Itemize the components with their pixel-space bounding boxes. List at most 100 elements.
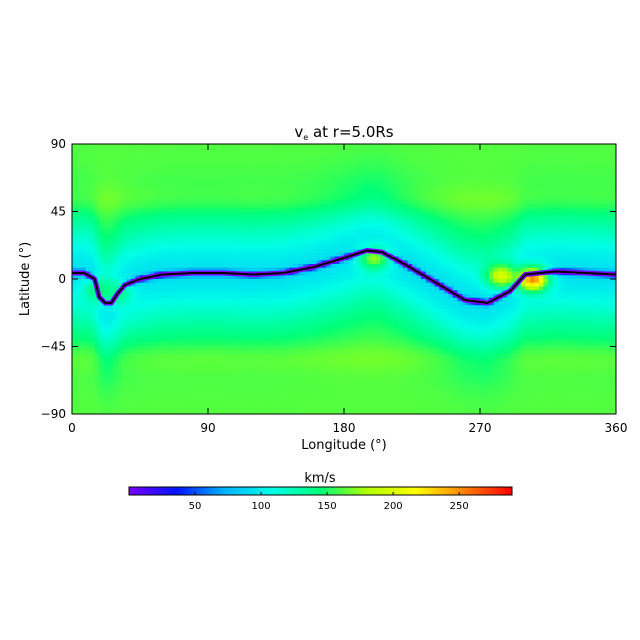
heatmap-cell: [511, 159, 517, 164]
heatmap-cell: [380, 237, 386, 243]
heatmap-cell: [108, 237, 114, 243]
heatmap-cell: [312, 241, 318, 246]
heatmap-cell: [457, 207, 463, 213]
heatmap-cell: [611, 200, 616, 205]
heatmap-cell: [212, 155, 218, 160]
heatmap-cell: [448, 174, 454, 179]
heatmap-cell: [217, 234, 223, 239]
heatmap-cell: [393, 162, 399, 168]
heatmap-cell: [570, 249, 576, 254]
heatmap-cell: [262, 275, 268, 280]
heatmap-cell: [167, 241, 173, 246]
heatmap-cell: [239, 282, 245, 288]
heatmap-cell: [230, 215, 236, 220]
heatmap-cell: [126, 264, 132, 269]
heatmap-cell: [162, 204, 168, 209]
heatmap-cell: [203, 260, 209, 265]
heatmap-cell: [108, 290, 114, 295]
heatmap-cell: [525, 207, 531, 213]
heatmap-cell: [579, 260, 585, 265]
heatmap-cell: [593, 155, 599, 160]
heatmap-cell: [298, 264, 304, 269]
heatmap-cell: [130, 189, 137, 194]
heatmap-cell: [353, 297, 359, 303]
heatmap-cell: [171, 185, 177, 190]
heatmap-cell: [140, 286, 146, 291]
heatmap-cell: [407, 177, 413, 183]
heatmap-cell: [520, 144, 526, 149]
heatmap-cell: [366, 267, 372, 273]
heatmap-cell: [570, 237, 576, 243]
heatmap-cell: [72, 147, 78, 153]
heatmap-cell: [149, 177, 155, 183]
heatmap-cell: [493, 271, 499, 276]
heatmap-cell: [516, 234, 522, 239]
heatmap-cell: [289, 226, 295, 231]
heatmap-cell: [570, 211, 576, 216]
heatmap-cell: [94, 256, 100, 261]
heatmap-cell: [180, 286, 186, 291]
heatmap-cell: [407, 147, 413, 153]
heatmap-cell: [434, 162, 440, 168]
heatmap-cell: [90, 234, 96, 239]
heatmap-cell: [357, 219, 363, 224]
heatmap-cell: [180, 297, 186, 303]
heatmap-cell: [239, 249, 245, 254]
heatmap-cell: [516, 290, 522, 295]
heatmap-cell: [407, 226, 413, 231]
heatmap-cell: [348, 256, 354, 261]
heatmap-cell: [353, 282, 359, 288]
heatmap-cell: [421, 286, 427, 291]
heatmap-cell: [606, 234, 613, 239]
heatmap-cell: [611, 174, 616, 179]
heatmap-cell: [244, 192, 250, 198]
heatmap-cell: [112, 271, 118, 276]
heatmap-cell: [271, 207, 277, 213]
heatmap-cell: [330, 144, 336, 149]
heatmap-cell: [316, 260, 322, 265]
heatmap-cell: [85, 166, 91, 171]
heatmap-cell: [99, 286, 105, 291]
heatmap-cell: [561, 237, 567, 243]
heatmap-cell: [398, 144, 404, 149]
heatmap-cell: [140, 245, 146, 250]
heatmap-cell: [511, 162, 517, 168]
heatmap-cell: [90, 174, 96, 179]
heatmap-cell: [289, 144, 295, 149]
heatmap-cell: [552, 230, 558, 235]
heatmap-cell: [217, 192, 223, 198]
heatmap-cell: [375, 286, 381, 291]
heatmap-cell: [412, 192, 418, 198]
heatmap-cell: [271, 290, 277, 295]
heatmap-cell: [398, 177, 404, 183]
heatmap-cell: [421, 181, 427, 186]
heatmap-cell: [480, 166, 486, 171]
heatmap-cell: [72, 275, 78, 280]
heatmap-cell: [162, 294, 168, 299]
heatmap-cell: [597, 185, 603, 190]
heatmap-cell: [407, 219, 413, 224]
heatmap-cell: [425, 192, 431, 198]
heatmap-cell: [511, 222, 517, 228]
heatmap-cell: [244, 226, 250, 231]
heatmap-cell: [525, 162, 531, 168]
heatmap-cell: [602, 196, 608, 201]
heatmap-cell: [226, 267, 232, 273]
heatmap-cell: [194, 159, 200, 164]
heatmap-cell: [389, 155, 395, 160]
heatmap-cell: [398, 279, 404, 284]
heatmap-cell: [72, 181, 78, 186]
heatmap-cell: [461, 151, 467, 156]
heatmap-cell: [480, 147, 486, 153]
heatmap-cell: [130, 211, 137, 216]
heatmap-cell: [593, 264, 599, 269]
heatmap-cell: [416, 286, 422, 291]
heatmap-cell: [470, 162, 477, 168]
heatmap-cell: [511, 271, 517, 276]
heatmap-cell: [289, 264, 295, 269]
heatmap-cell: [108, 267, 114, 273]
heatmap-cell: [180, 245, 186, 250]
heatmap-cell: [285, 192, 291, 198]
heatmap-cell: [588, 260, 594, 265]
heatmap-cell: [126, 215, 132, 220]
